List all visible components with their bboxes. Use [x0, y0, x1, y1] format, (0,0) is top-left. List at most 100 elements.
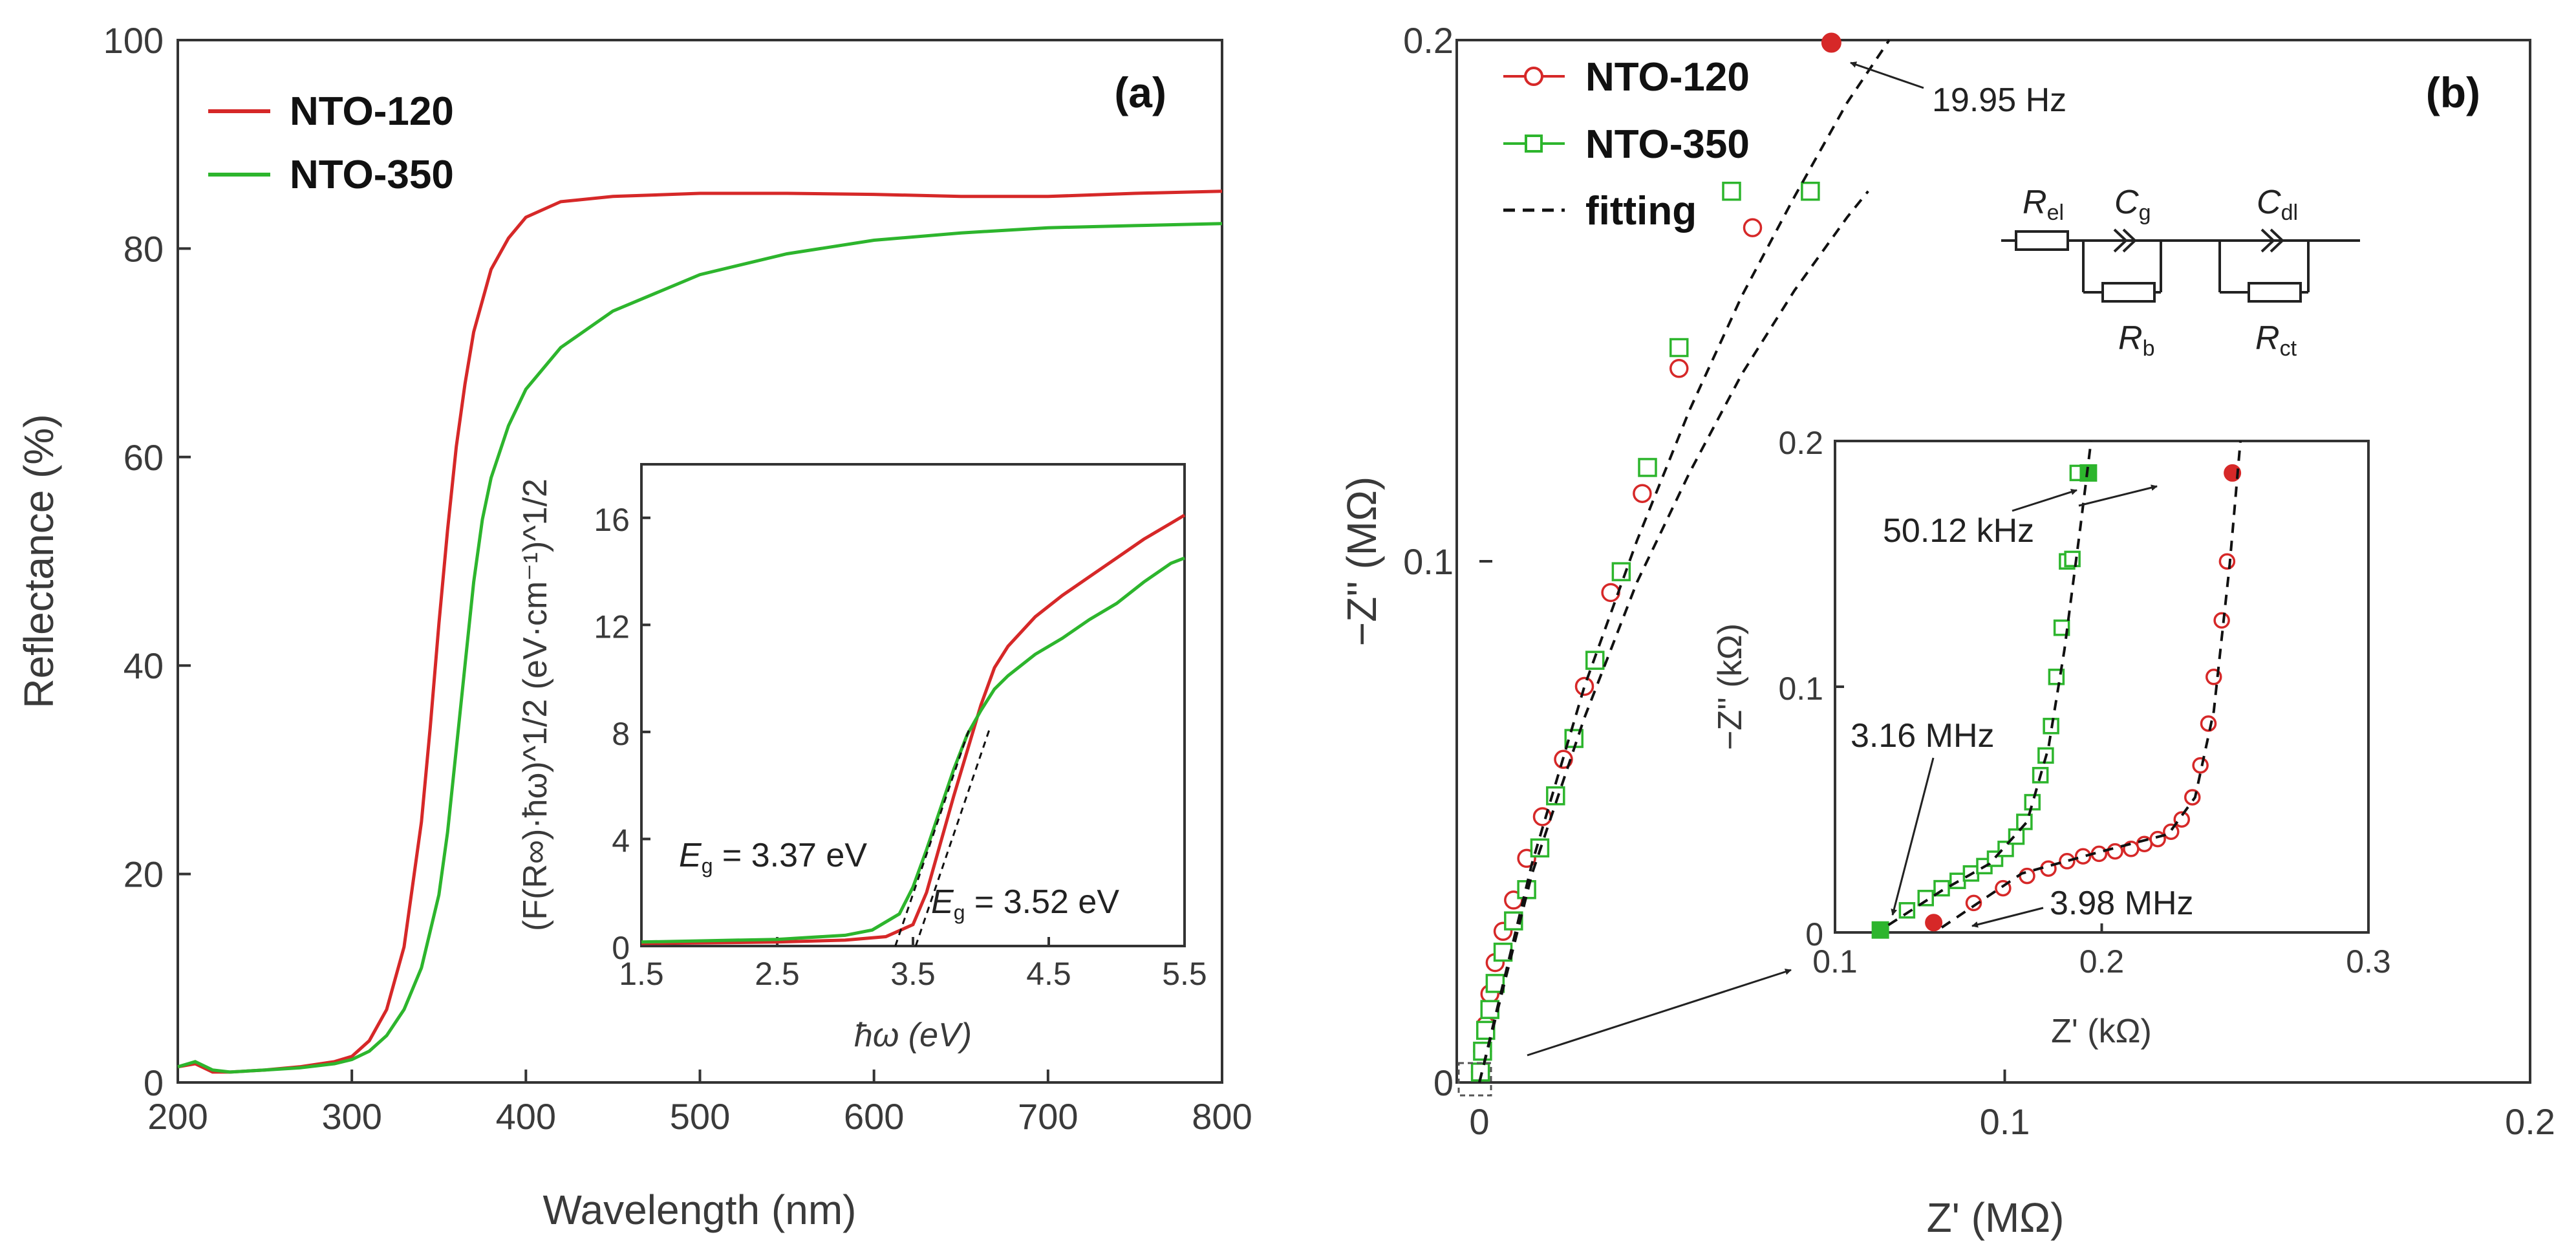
data-point-nto-120 [2192, 757, 2209, 774]
resistor-r-b [2101, 282, 2156, 303]
data-point-nto-120 [2213, 612, 2230, 629]
data-point-nto-120 [1601, 583, 1620, 603]
highlighted-point-nto-120 [1925, 914, 1943, 932]
data-point-nto-350 [1669, 338, 1689, 358]
legend-label-nto-350: NTO-350 [290, 153, 454, 197]
annotation-19-95-hz: 19.95 Hz [1932, 81, 2066, 119]
eg-label-nto-120: Eg = 3.52 eV [931, 883, 1119, 924]
data-point-nto-120 [1574, 676, 1594, 696]
label-r-el: Rel [2023, 184, 2064, 225]
inset-b-xlabel: Z' (kΩ) [2051, 1013, 2152, 1050]
x-tick-label: 700 [1018, 1096, 1078, 1137]
x-tick-label: 1.5 [619, 956, 664, 992]
annotation-50-12-khz: 50.12 kHz [1883, 512, 2034, 550]
y-tick-label: 20 [123, 854, 164, 895]
x-tick-label: 4.5 [1026, 956, 1071, 992]
data-point-nto-350 [1917, 890, 1934, 907]
y-tick-label: 0 [1433, 1062, 1454, 1103]
inset-a-ticks: 1.5 2.5 3.5 4.5 5.5 0 4 8 12 16 [594, 502, 1207, 992]
data-point-nto-120 [2163, 823, 2180, 840]
data-point-nto-350 [2024, 793, 2041, 811]
arrow-50-12-khz-120 [2078, 484, 2158, 507]
eg-label-nto-350: Eg = 3.37 eV [679, 837, 867, 877]
label-c-g: Cg [2114, 184, 2151, 225]
x-tick-label: 5.5 [1162, 956, 1207, 992]
inset-b-ylabel: −Z'' (kΩ) [1712, 623, 1749, 750]
panel-b-ticks: 0 0.1 0.200.10.2 [1403, 20, 2555, 1142]
x-tick-label: 0.2 [2505, 1101, 2555, 1142]
y-tick-label: 40 [123, 645, 164, 686]
x-tick-label: 0.1 [1980, 1101, 2030, 1142]
panel-a-xlabel: Wavelength (nm) [543, 1187, 857, 1233]
x-tick-label: 300 [321, 1096, 381, 1137]
fit-line-fitting-nto-350 [1887, 440, 2092, 927]
data-point-nto-120 [1633, 484, 1652, 503]
x-tick-label: 0.2 [2079, 943, 2125, 980]
arrow-zoom-to-inset [1527, 969, 1792, 1057]
arrow-19-95-hz [1850, 61, 1924, 89]
arrow-3-16-mhz [1891, 757, 1935, 916]
inset-a-xlabel: ħω (eV) [854, 1017, 972, 1054]
data-point-nto-120 [2136, 835, 2153, 852]
series-line-tangent-nto-120 [914, 726, 992, 947]
data-point-nto-120 [2059, 853, 2076, 870]
y-tick-label: 8 [612, 716, 630, 752]
panel-b-label: (b) [2426, 69, 2480, 116]
y-tick-label: 16 [594, 502, 630, 538]
panel-a-ylabel: Reflectance (%) [16, 414, 62, 708]
highlighted-point-nto-120 [1821, 32, 1841, 53]
x-tick-label: 800 [1192, 1096, 1252, 1137]
data-point-nto-120 [2107, 843, 2123, 860]
legend-marker-b-nto-120 [1524, 67, 1543, 86]
panel-a-inset: 1.5 2.5 3.5 4.5 5.5 0 4 8 12 16 ħω (eV) (F(R∞)·ħω… [517, 463, 1207, 1054]
panel-b-series [1470, 32, 1891, 1083]
y-tick-label: 0.1 [1403, 541, 1454, 582]
y-tick-label: 0 [1805, 916, 1823, 952]
inset-a-series [641, 513, 1186, 947]
legend-label-nto-120: NTO-120 [290, 89, 454, 134]
inset-b-series [1871, 440, 2242, 939]
panel-a-series [177, 189, 1223, 1074]
y-tick-label: 0 [144, 1062, 164, 1103]
x-tick-label: 0.1 [1812, 943, 1858, 980]
data-point-nto-120 [2074, 848, 2092, 865]
panel-b-plot-frame [1455, 39, 2531, 1084]
data-point-nto-120 [2218, 553, 2236, 570]
data-point-nto-120 [2019, 867, 2035, 885]
data-point-nto-120 [2173, 811, 2190, 828]
legend-marker-b-nto-350 [1525, 135, 1543, 153]
label-r-ct: Rct [2255, 319, 2297, 361]
series-line-nto-120 [641, 513, 1186, 945]
data-point-nto-350 [1722, 181, 1741, 201]
data-point-nto-350 [1476, 1020, 1496, 1040]
label-c-dl: Cdl [2257, 184, 2298, 225]
arrow-3-98-mhz [1971, 907, 2044, 928]
series-line-tangent-nto-350 [894, 726, 971, 947]
y-tick-label: 80 [123, 228, 164, 269]
zoom-region-box [1457, 1062, 1492, 1097]
y-tick-label: 60 [123, 437, 164, 478]
fit-line-fitting-nto-120 [1940, 440, 2242, 929]
x-tick-label: 2.5 [755, 956, 800, 992]
legend-label-b-nto-120: NTO-120 [1585, 55, 1750, 100]
panel-b-inset: 0.1 0.2 0.300.10.2 Z' (kΩ) −Z'' (kΩ) [1712, 425, 2391, 1050]
inset-b-ticks: 0.1 0.2 0.300.10.2 [1778, 425, 2390, 980]
panel-b-xlabel: Z' (MΩ) [1927, 1194, 2065, 1241]
data-point-nto-120 [2149, 830, 2166, 848]
data-point-nto-350 [1997, 841, 2014, 857]
y-tick-label: 4 [612, 823, 630, 859]
panel-b-ylabel: −Z'' (MΩ) [1338, 477, 1385, 646]
resistor-r-el [2015, 230, 2069, 251]
x-tick-label: 0 [1469, 1101, 1489, 1142]
x-tick-label: 400 [496, 1096, 556, 1137]
data-point-nto-350 [2053, 619, 2070, 636]
capacitor-c-g [2113, 228, 2137, 253]
data-point-nto-120 [1669, 359, 1689, 378]
x-tick-label: 500 [670, 1096, 730, 1137]
data-point-nto-350 [1638, 458, 1657, 477]
annotation-3-98-mhz: 3.98 MHz [2050, 885, 2194, 922]
arrow-50-12-khz-350 [2012, 488, 2077, 512]
y-tick-label: 0 [612, 930, 630, 966]
data-point-nto-120 [1743, 218, 1763, 237]
